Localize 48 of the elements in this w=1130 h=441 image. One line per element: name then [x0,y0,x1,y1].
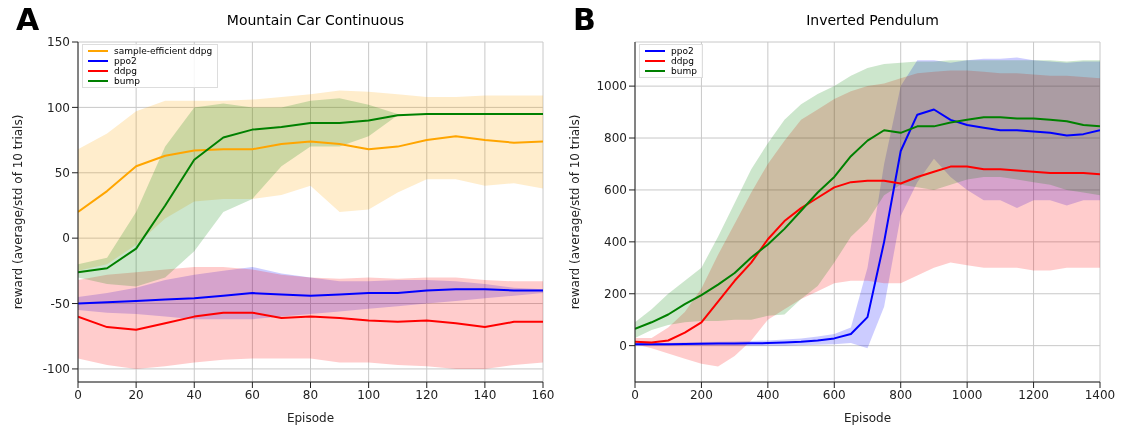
legend-label: bump [671,66,697,76]
x-tick-label: 160 [531,387,555,402]
y-tick-label: 1000 [596,79,627,94]
text: A [16,2,40,37]
legend-label: ddpg [114,66,137,76]
y-tick-label: 150 [47,35,70,50]
y-tick-label: 0 [619,338,627,353]
x-tick-label: 1000 [951,387,983,402]
x-tick-label: 80 [302,387,319,402]
x-tick-label: 0 [74,387,82,402]
y-tick-label: -50 [50,296,70,311]
y-tick-label: 800 [604,131,627,146]
x-tick-label: 800 [889,387,913,402]
legend-label: bump [114,76,140,86]
line-series [78,288,543,305]
x-tick-label: 40 [186,387,202,402]
y-tick-label: 100 [47,100,70,115]
legend-label: ppo2 [671,46,694,56]
x-axis-title: Episode [286,411,335,425]
x-tick-label: 60 [244,387,261,402]
x-tick-label: 20 [128,387,144,402]
x-axis-title: Episode [843,411,892,425]
x-tick-label: 400 [756,387,780,402]
x-tick-label: 120 [415,387,439,402]
y-tick-label: 200 [604,287,627,302]
x-tick-label: 1400 [1084,387,1116,402]
line-series [635,165,1100,344]
x-tick-label: 600 [822,387,846,402]
y-tick-label: 400 [604,235,627,250]
legend-label: ddpg [671,56,694,66]
x-tick-label: 200 [689,387,713,402]
y-tick-label: 50 [54,166,70,181]
text: B [573,2,596,37]
y-tick-label: -100 [42,362,70,377]
x-tick-label: 100 [357,387,381,402]
y-axis-title: reward (average/std of 10 trials) [568,114,583,310]
y-tick-label: 600 [604,183,627,198]
x-tick-label: 1200 [1018,387,1049,402]
chart-title: Inverted Pendulum [806,12,939,28]
y-axis-title: reward (average/std of 10 trials) [11,114,26,310]
chart-title: Mountain Car Continuous [226,12,405,28]
line-series [78,135,543,213]
legend-label: sample-efficient ddpg [114,46,213,56]
x-tick-label: 0 [631,387,639,402]
line-series [78,311,543,331]
y-tick-label: 0 [62,231,70,246]
x-tick-label: 140 [473,387,497,402]
legend-label: ppo2 [114,56,137,66]
